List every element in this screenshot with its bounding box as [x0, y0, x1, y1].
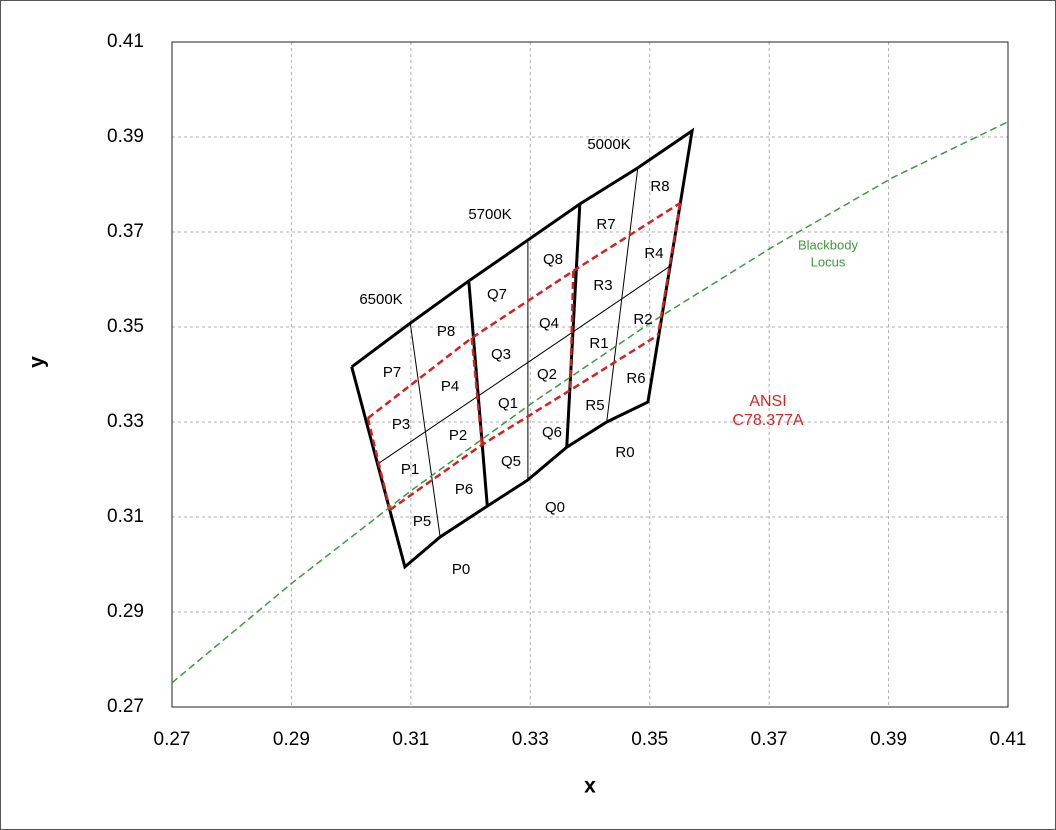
y-tick-label: 0.33 — [107, 411, 144, 432]
region-label: Q2 — [537, 366, 557, 383]
region-label: P2 — [449, 427, 467, 444]
series-line — [409, 323, 441, 538]
region-label: R5 — [585, 397, 604, 414]
series-line — [366, 417, 392, 511]
series-line — [171, 121, 1009, 684]
region-label: R7 — [596, 216, 615, 233]
region-label: Q0 — [545, 499, 565, 516]
region-label: R1 — [589, 335, 608, 352]
region-label: Q8 — [543, 251, 563, 268]
y-tick-label: 0.29 — [107, 601, 144, 622]
x-tick-label: 0.35 — [631, 729, 668, 750]
x-tick-label: 0.31 — [392, 729, 429, 750]
cct-label: 6500K — [359, 291, 402, 308]
series-line — [569, 270, 575, 391]
region-label: P3 — [392, 416, 410, 433]
plot-area — [172, 42, 1008, 707]
plot-border — [171, 41, 1009, 708]
region-label: Q1 — [498, 395, 518, 412]
region-label: R4 — [644, 245, 663, 262]
series-line — [470, 337, 484, 445]
region-label: R8 — [650, 178, 669, 195]
series-line — [367, 201, 681, 420]
series-line — [606, 167, 639, 423]
region-label: P7 — [383, 364, 401, 381]
y-axis-title: y — [26, 356, 49, 368]
region-label: P0 — [452, 561, 470, 578]
region-label: R2 — [633, 311, 652, 328]
x-tick-label: 0.39 — [870, 729, 907, 750]
y-tick-label: 0.27 — [107, 696, 144, 717]
series-line — [656, 202, 682, 336]
x-tick-label: 0.41 — [990, 729, 1027, 750]
x-tick-label: 0.37 — [751, 729, 788, 750]
region-label: Q7 — [487, 286, 507, 303]
series-line — [350, 127, 695, 570]
cct-label: 5700K — [468, 206, 511, 223]
x-tick-label: 0.29 — [273, 729, 310, 750]
region-label: P4 — [441, 378, 459, 395]
region-label: Q5 — [501, 453, 521, 470]
x-tick-label: 0.33 — [512, 729, 549, 750]
ansi-label: C78.377A — [732, 412, 803, 429]
series-line — [565, 203, 582, 448]
region-label: R0 — [615, 444, 634, 461]
y-tick-label: 0.31 — [107, 506, 144, 527]
region-label: Q4 — [539, 315, 559, 332]
region-label: P8 — [437, 323, 455, 340]
region-label: P6 — [455, 481, 473, 498]
locus-label: Locus — [811, 254, 846, 269]
region-label: R6 — [626, 370, 645, 387]
locus-label: Blackbody — [798, 237, 858, 252]
series-line — [377, 265, 671, 465]
ansi-label: ANSI — [749, 393, 786, 410]
region-label: P1 — [401, 461, 419, 478]
y-tick-label: 0.41 — [107, 31, 144, 52]
x-axis-title: x — [584, 775, 596, 798]
region-label: Q3 — [491, 346, 511, 363]
y-tick-label: 0.37 — [107, 221, 144, 242]
series-line — [389, 334, 659, 511]
cct-label: 5000K — [587, 136, 630, 153]
region-label: P5 — [413, 513, 431, 530]
region-label: Q6 — [542, 424, 562, 441]
y-tick-label: 0.39 — [107, 126, 144, 147]
region-label: R3 — [593, 277, 612, 294]
x-tick-label: 0.27 — [154, 729, 191, 750]
y-tick-label: 0.35 — [107, 316, 144, 337]
